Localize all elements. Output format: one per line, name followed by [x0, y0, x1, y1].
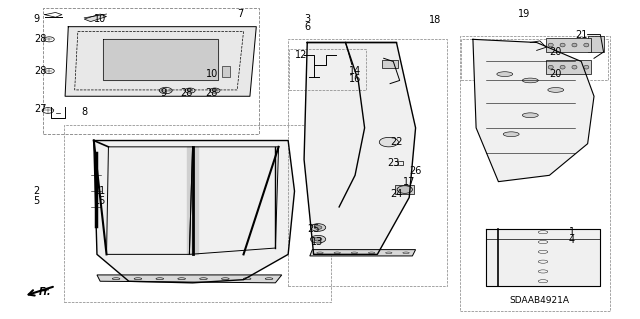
Text: 25: 25 — [307, 224, 320, 234]
Polygon shape — [84, 14, 106, 22]
Bar — [460, 36, 610, 311]
Text: 9: 9 — [161, 88, 167, 98]
Text: 19: 19 — [518, 9, 530, 19]
Text: 6: 6 — [304, 22, 310, 32]
Text: 14: 14 — [349, 66, 361, 76]
Text: 15: 15 — [94, 196, 106, 206]
Ellipse shape — [503, 132, 519, 137]
Text: 11: 11 — [94, 186, 106, 196]
Text: 7: 7 — [237, 9, 243, 19]
Text: 4: 4 — [569, 235, 575, 245]
Ellipse shape — [548, 65, 553, 69]
Text: 5: 5 — [33, 196, 40, 206]
Bar — [199, 66, 207, 77]
Ellipse shape — [560, 43, 565, 47]
Bar — [64, 125, 332, 302]
Text: 28: 28 — [205, 88, 218, 98]
Ellipse shape — [584, 43, 589, 47]
Polygon shape — [94, 141, 294, 283]
Text: 18: 18 — [429, 15, 441, 26]
Text: 22: 22 — [390, 137, 403, 147]
Text: 20: 20 — [550, 69, 562, 79]
Text: Fr.: Fr. — [38, 287, 51, 297]
Text: 24: 24 — [390, 189, 403, 199]
Polygon shape — [188, 147, 198, 254]
Text: 13: 13 — [310, 237, 323, 247]
Text: 10: 10 — [94, 14, 106, 24]
Bar — [395, 185, 414, 194]
Ellipse shape — [522, 113, 538, 118]
Text: 26: 26 — [410, 166, 422, 175]
Text: 2: 2 — [33, 186, 40, 196]
Text: 16: 16 — [349, 74, 361, 84]
Text: 12: 12 — [294, 50, 307, 60]
Text: 8: 8 — [81, 107, 87, 117]
Text: 27: 27 — [35, 104, 47, 114]
Bar — [43, 8, 259, 134]
Text: 10: 10 — [205, 69, 218, 79]
Bar — [222, 66, 230, 77]
Polygon shape — [65, 27, 256, 96]
Bar — [546, 60, 591, 74]
Ellipse shape — [572, 43, 577, 47]
Bar — [588, 36, 604, 52]
Ellipse shape — [522, 78, 538, 83]
Text: 21: 21 — [575, 30, 588, 40]
Circle shape — [380, 137, 398, 147]
Ellipse shape — [560, 65, 565, 69]
Text: 23: 23 — [387, 158, 399, 168]
Polygon shape — [486, 229, 600, 286]
Text: 1: 1 — [569, 227, 575, 237]
Text: 9: 9 — [33, 14, 40, 24]
Circle shape — [397, 186, 412, 193]
Text: 28: 28 — [35, 34, 47, 44]
Text: 3: 3 — [304, 14, 310, 24]
Ellipse shape — [572, 65, 577, 69]
Ellipse shape — [548, 87, 564, 92]
Ellipse shape — [584, 65, 589, 69]
Bar — [288, 39, 447, 286]
Text: 28: 28 — [180, 88, 193, 98]
Text: 28: 28 — [35, 66, 47, 76]
Polygon shape — [97, 275, 282, 283]
Ellipse shape — [497, 72, 513, 77]
Polygon shape — [310, 250, 415, 256]
Text: SDAAB4921A: SDAAB4921A — [510, 296, 570, 305]
Text: 17: 17 — [403, 177, 415, 187]
Circle shape — [314, 226, 322, 229]
Bar — [546, 38, 591, 52]
Polygon shape — [304, 42, 415, 254]
Bar — [383, 60, 398, 68]
Text: 20: 20 — [550, 47, 562, 57]
Bar — [211, 66, 218, 77]
Circle shape — [310, 235, 326, 243]
Ellipse shape — [548, 43, 553, 47]
Bar — [461, 39, 608, 80]
Bar — [289, 49, 366, 90]
Circle shape — [314, 237, 322, 241]
Circle shape — [310, 224, 326, 231]
Polygon shape — [473, 39, 594, 182]
Polygon shape — [103, 39, 218, 80]
